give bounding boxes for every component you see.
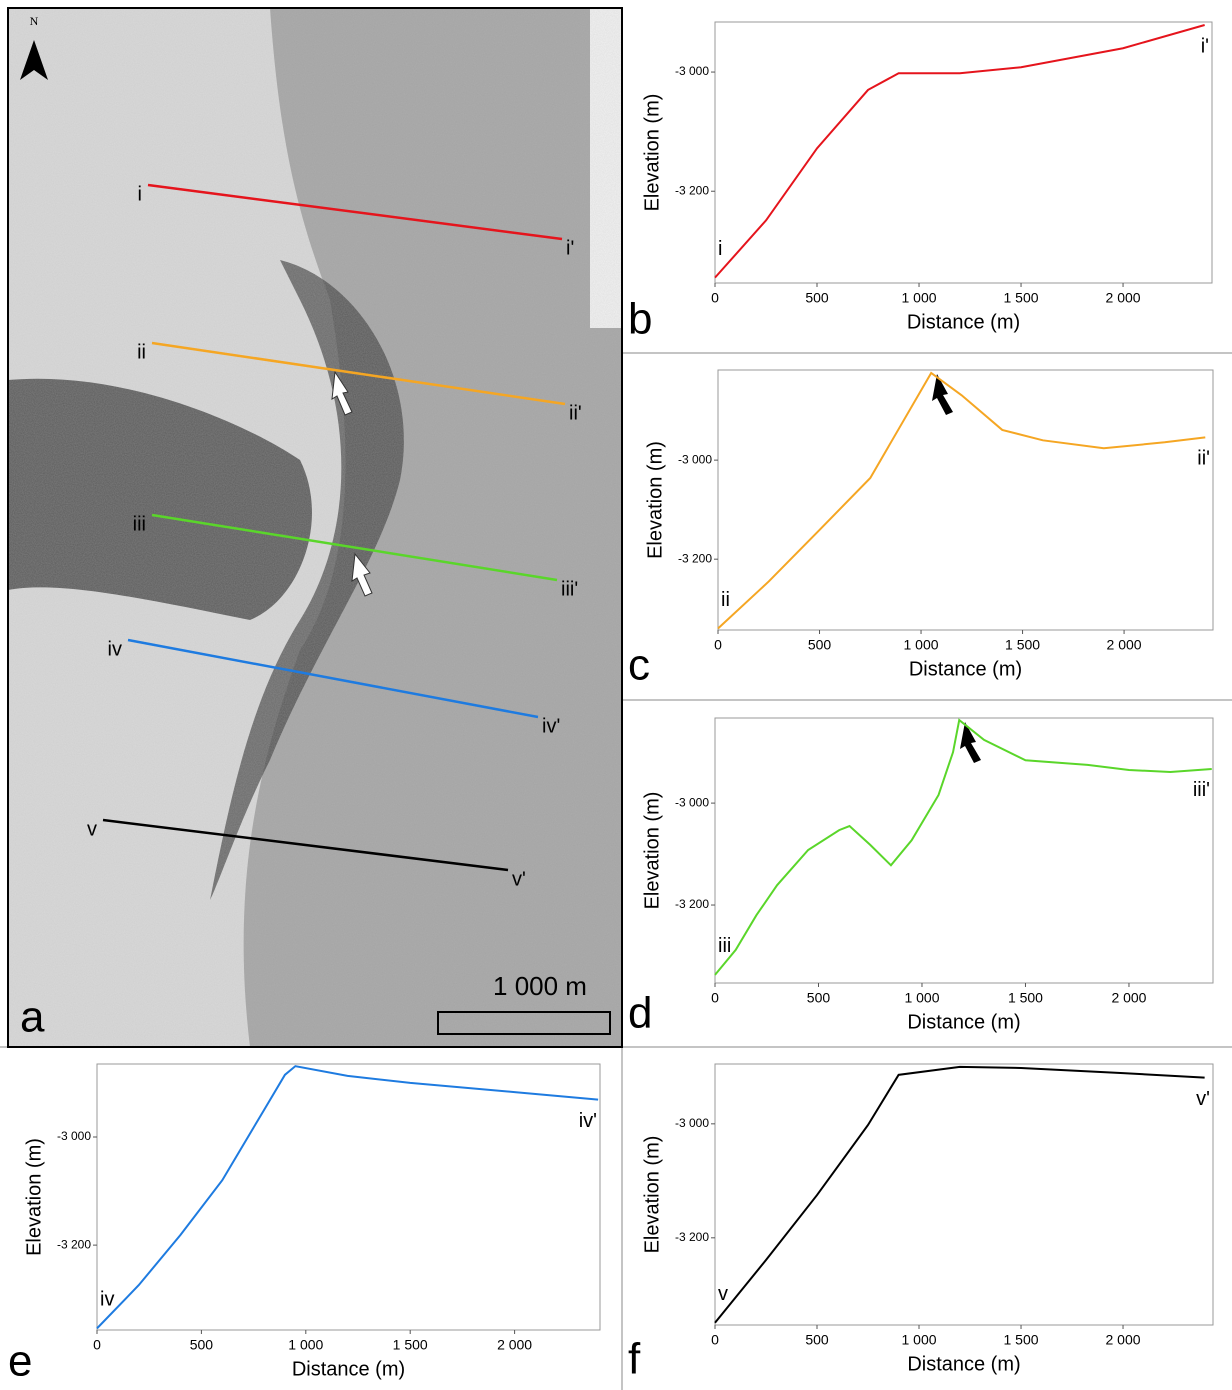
x-axis-title: Distance (m) <box>907 1353 1020 1375</box>
x-tick-label: 0 <box>711 290 719 306</box>
map-frame <box>7 7 623 1048</box>
x-tick-label: 1 000 <box>904 637 939 653</box>
x-tick-label: 500 <box>807 990 831 1006</box>
profile-line <box>151 513 558 582</box>
y-tick-label: -3 000 <box>678 452 712 466</box>
profile-end: iii' <box>561 578 578 600</box>
end-label: i' <box>1201 35 1209 57</box>
plot-frame <box>717 369 1214 631</box>
x-tick-label: 0 <box>714 637 722 653</box>
y-tick-label: -3 000 <box>675 795 709 809</box>
y-axis-title: Elevation (m) <box>644 441 666 559</box>
x-axis-title: Distance (m) <box>907 1011 1020 1033</box>
profile-end: iv' <box>542 715 560 737</box>
x-tick-label: 1 500 <box>1005 637 1040 653</box>
x-tick-label: 2 000 <box>1111 990 1146 1006</box>
x-tick-label: 2 000 <box>497 1337 532 1353</box>
profile-curve <box>714 24 1205 279</box>
x-tick-label: 500 <box>805 290 829 306</box>
profile-curve <box>714 718 1212 976</box>
scale-label: 1 000 m <box>493 971 587 1001</box>
plot-frame <box>714 1063 1214 1326</box>
x-tick-label: 1 000 <box>901 1332 936 1348</box>
y-tick-label: -3 000 <box>675 1116 709 1130</box>
start-label: v <box>718 1283 728 1305</box>
y-axis-title: Elevation (m) <box>23 1138 45 1256</box>
x-tick-label: 500 <box>808 637 832 653</box>
x-tick-label: 2 000 <box>1107 637 1142 653</box>
y-tick-label: -3 200 <box>675 1230 709 1244</box>
scale-bar <box>437 1011 611 1035</box>
start-label: ii <box>721 589 730 611</box>
chart-arrows <box>932 374 981 763</box>
x-tick-label: 2 000 <box>1106 290 1141 306</box>
profile-start: ii <box>137 341 146 363</box>
panel-label: a <box>20 993 45 1042</box>
y-axis-title: Elevation (m) <box>641 1136 663 1254</box>
profile-start: iii <box>133 513 146 535</box>
y-axis-title: Elevation (m) <box>641 792 663 910</box>
profile-line <box>151 341 566 406</box>
profile-line <box>147 183 563 241</box>
end-label: iii' <box>1193 779 1210 801</box>
x-axis-title: Distance (m) <box>909 658 1022 680</box>
start-label: iii <box>718 935 731 957</box>
panel-label: c <box>628 641 650 690</box>
x-tick-label: 1 500 <box>1008 990 1043 1006</box>
profile-curve <box>717 371 1206 630</box>
x-tick-label: 1 000 <box>904 990 939 1006</box>
x-tick-label: 0 <box>93 1337 101 1353</box>
y-tick-label: -3 200 <box>675 897 709 911</box>
profile-end: v' <box>512 868 526 890</box>
profile-line <box>102 818 509 872</box>
x-tick-label: 1 500 <box>1003 1332 1038 1348</box>
x-axis-title: Distance (m) <box>907 311 1020 333</box>
x-axis-title: Distance (m) <box>292 1358 405 1380</box>
start-label: iv <box>100 1289 114 1311</box>
y-axis-title: Elevation (m) <box>641 94 663 212</box>
start-label: i <box>718 238 722 260</box>
plot-frame <box>714 21 1213 284</box>
profile-end: i' <box>566 237 574 259</box>
panel-label: b <box>628 295 652 344</box>
profile-line <box>127 638 539 719</box>
x-tick-label: 1 000 <box>288 1337 323 1353</box>
y-tick-label: -3 000 <box>675 64 709 78</box>
y-tick-label: -3 000 <box>57 1129 91 1143</box>
profile-end: ii' <box>569 402 582 424</box>
x-tick-label: 0 <box>711 1332 719 1348</box>
profile-start: i <box>138 183 142 205</box>
profile-curve <box>714 1065 1205 1324</box>
x-tick-label: 500 <box>190 1337 214 1353</box>
map-image <box>8 8 622 1047</box>
x-tick-label: 1 500 <box>393 1337 428 1353</box>
north-label: N <box>30 14 39 28</box>
y-tick-label: -3 200 <box>678 551 712 565</box>
end-label: ii' <box>1197 448 1210 470</box>
x-tick-label: 1 000 <box>901 290 936 306</box>
end-label: v' <box>1196 1088 1210 1110</box>
panel-label: e <box>8 1337 32 1386</box>
y-tick-label: -3 200 <box>57 1237 91 1251</box>
x-tick-label: 2 000 <box>1106 1332 1141 1348</box>
profile-start: iv <box>108 638 122 660</box>
x-tick-label: 0 <box>711 990 719 1006</box>
map-arrows <box>331 370 373 597</box>
panel-label: d <box>628 989 652 1038</box>
plot-frame <box>96 1063 601 1331</box>
end-label: iv' <box>579 1110 597 1132</box>
plot-frame <box>714 717 1214 984</box>
x-tick-label: 1 500 <box>1004 290 1039 306</box>
profile-start: v <box>87 818 97 840</box>
profile-curve <box>96 1065 599 1330</box>
y-tick-label: -3 200 <box>675 183 709 197</box>
north-arrow <box>20 40 48 80</box>
x-tick-label: 500 <box>805 1332 829 1348</box>
panel-label: f <box>628 1335 641 1384</box>
